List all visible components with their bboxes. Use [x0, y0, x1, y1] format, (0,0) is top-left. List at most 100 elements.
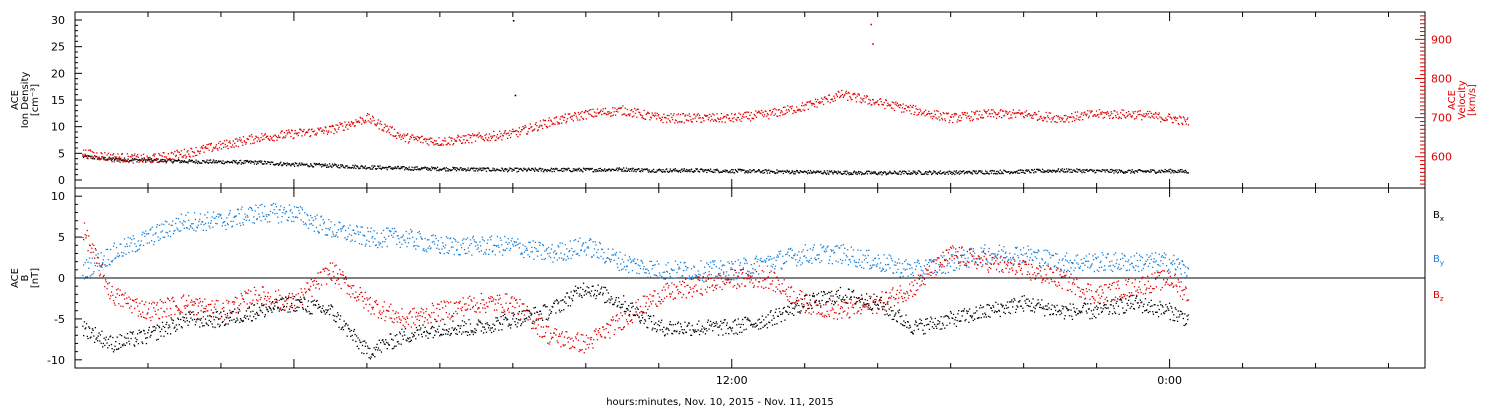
density-point [695, 168, 697, 170]
density-point [91, 158, 94, 160]
velocity-point [377, 122, 379, 124]
by-point [739, 262, 742, 264]
by-point [571, 247, 573, 250]
by-point [1122, 264, 1125, 267]
velocity-point [617, 107, 620, 109]
velocity-point [120, 157, 122, 159]
density-point [882, 172, 885, 174]
velocity-point [1129, 113, 1131, 115]
density-point [1096, 169, 1098, 171]
density-point [331, 163, 334, 165]
by-point [283, 207, 285, 209]
bz-point [266, 300, 268, 302]
bz-point [137, 305, 139, 307]
by-point [279, 209, 281, 211]
velocity-point [91, 155, 93, 157]
by-point [118, 254, 121, 257]
velocity-point [296, 132, 299, 134]
by-point [588, 239, 590, 242]
bz-point [136, 298, 138, 300]
by-point [485, 248, 488, 251]
density-point [783, 170, 785, 172]
density-point [454, 168, 456, 171]
by-point [577, 252, 579, 255]
by-point [1084, 264, 1086, 266]
velocity-point [653, 115, 655, 117]
density-point [754, 171, 756, 173]
density-point [794, 173, 796, 175]
by-point [569, 240, 572, 242]
velocity-point [1112, 116, 1114, 119]
velocity-point [364, 119, 366, 122]
bz-point [224, 313, 226, 316]
velocity-point [239, 140, 242, 142]
density-point [749, 169, 751, 171]
density-point [251, 161, 253, 163]
density-point [194, 162, 196, 164]
density-point [907, 172, 909, 175]
by-point [972, 248, 974, 250]
density-point [884, 171, 886, 173]
density-point [970, 172, 972, 175]
density-point [942, 172, 944, 174]
density-point [628, 168, 630, 170]
density-point [613, 169, 615, 171]
by-point [341, 228, 343, 230]
by-point [628, 256, 631, 258]
density-point [203, 160, 205, 162]
by-point [728, 274, 730, 276]
by-point [458, 254, 461, 256]
by-point [83, 264, 85, 266]
velocity-point [416, 135, 418, 138]
velocity-point [967, 115, 969, 117]
by-point [1109, 261, 1111, 263]
velocity-point [261, 133, 263, 135]
density-point [789, 172, 791, 175]
by-point [180, 213, 183, 215]
by-point [468, 250, 470, 253]
by-point [101, 266, 103, 268]
velocity-point [103, 159, 105, 161]
density-point [786, 169, 788, 171]
density-point [650, 171, 653, 173]
density-point [677, 170, 679, 172]
by-point [91, 274, 93, 276]
velocity-point [766, 115, 768, 117]
by-point [644, 271, 646, 274]
by-point [609, 259, 611, 261]
by-point [827, 245, 829, 247]
density-point [205, 161, 207, 163]
velocity-point [1068, 121, 1070, 123]
velocity-point [670, 113, 672, 115]
velocity-point [660, 120, 662, 122]
density-point [728, 171, 730, 174]
density-point [396, 167, 398, 170]
bz-point [273, 302, 275, 305]
density-point [1003, 169, 1006, 172]
density-point [327, 166, 329, 168]
density-point [319, 164, 321, 166]
velocity-point [188, 155, 191, 157]
density-point [1171, 171, 1174, 173]
velocity-point [123, 160, 126, 162]
velocity-point [707, 119, 709, 121]
velocity-point [412, 136, 415, 138]
by-point [523, 256, 525, 259]
by-point [644, 268, 647, 270]
by-point [412, 245, 415, 247]
density-point [1057, 168, 1060, 170]
density-point [802, 171, 804, 174]
by-point [229, 212, 231, 214]
velocity-point [598, 112, 600, 115]
by-point [727, 261, 729, 263]
by-point [804, 244, 806, 246]
velocity-point [637, 108, 639, 111]
density-point [927, 173, 929, 176]
by-point [338, 221, 340, 223]
by-point [1110, 269, 1112, 271]
by-point [321, 228, 323, 231]
density-point [1103, 169, 1105, 171]
by-point [559, 242, 561, 244]
bz-point [163, 310, 165, 313]
by-point [550, 256, 552, 259]
